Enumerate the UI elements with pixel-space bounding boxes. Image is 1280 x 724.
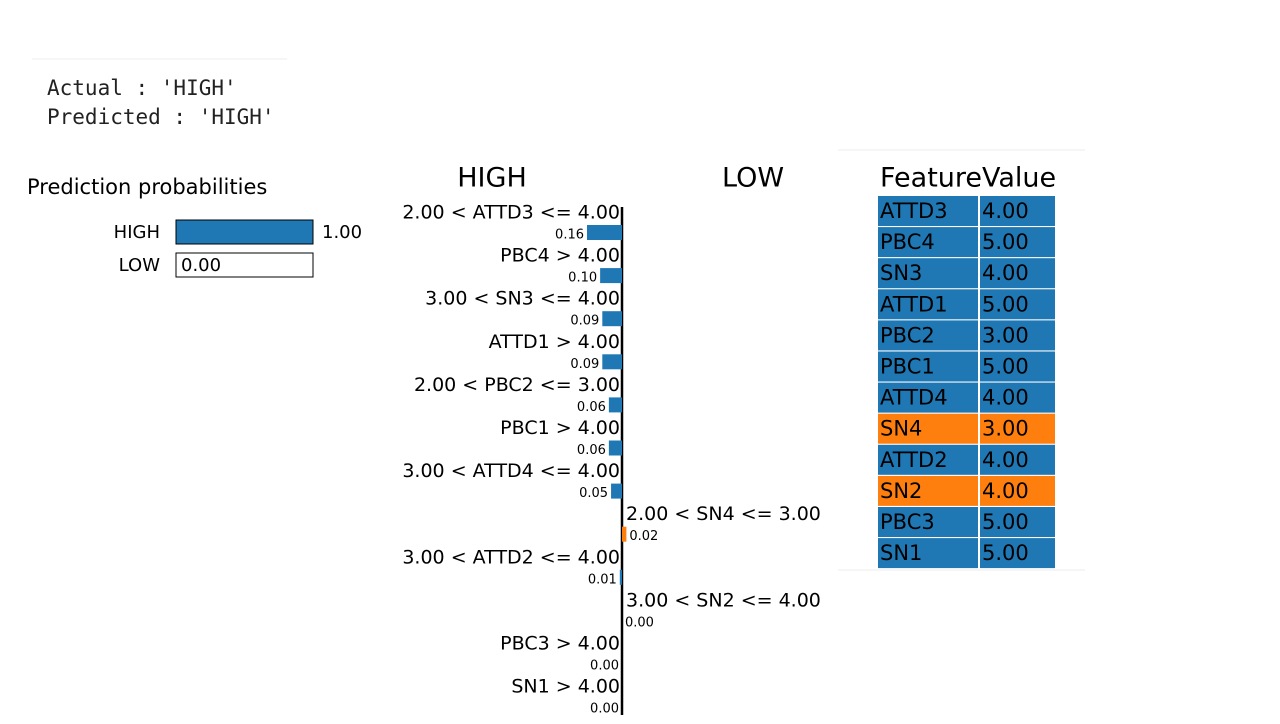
- table-cell: [980, 538, 1055, 569]
- table-header: Value: [982, 163, 1056, 194]
- table-cell: [980, 196, 1055, 226]
- weight-label: 0.10: [568, 271, 597, 286]
- feature-value: 5.00: [982, 541, 1029, 565]
- weight-label: 0.05: [579, 486, 608, 501]
- weight-bar: [602, 311, 622, 327]
- feature-value: 4.00: [982, 479, 1029, 503]
- feature-value: 5.00: [982, 355, 1029, 379]
- weight-bar: [611, 483, 622, 499]
- feature-condition: SN1 > 4.00: [511, 676, 620, 698]
- feature-condition: 3.00 < ATTD2 <= 4.00: [402, 546, 620, 568]
- table-cell: [878, 538, 978, 569]
- feature-name: SN2: [880, 479, 922, 503]
- feature-name: SN3: [880, 261, 922, 285]
- feature-value: 4.00: [982, 448, 1029, 472]
- prob-label: 1.00: [322, 222, 362, 243]
- table-cell: [878, 258, 978, 289]
- predicted: Predicted : 'HIGH': [47, 105, 275, 129]
- feature-condition: ATTD1 > 4.00: [489, 331, 620, 353]
- table-cell: [878, 227, 978, 258]
- class-header: HIGH: [457, 163, 527, 194]
- feature-value: 3.00: [982, 417, 1029, 441]
- prob-bar: [175, 219, 314, 245]
- feature-name: PBC4: [880, 230, 935, 254]
- feature-name: ATTD3: [880, 199, 948, 223]
- table-cell: [980, 413, 1055, 444]
- feature-condition: 2.00 < ATTD3 <= 4.00: [402, 202, 620, 224]
- weight-label: 0.06: [577, 400, 606, 415]
- feature-name: PBC2: [880, 323, 935, 347]
- prob-box: [175, 252, 314, 278]
- table-cell: [878, 196, 978, 226]
- weight-label: 0.09: [570, 314, 599, 329]
- feature-value: 3.00: [982, 323, 1029, 347]
- weight-bar: [587, 225, 622, 240]
- feature-value: 5.00: [982, 292, 1029, 316]
- feature-condition: 3.00 < SN2 <= 4.00: [626, 589, 821, 611]
- feature-condition: PBC3 > 4.00: [500, 633, 620, 655]
- feature-name: PBC3: [880, 510, 935, 534]
- weight-label: 0.02: [629, 529, 658, 544]
- table-cell: [980, 444, 1055, 475]
- table-cell: [878, 444, 978, 475]
- weight-bar: [600, 268, 622, 284]
- feature-condition: PBC4 > 4.00: [500, 245, 620, 267]
- feature-condition: 3.00 < SN3 <= 4.00: [425, 288, 620, 310]
- table-cell: [878, 289, 978, 320]
- prob-label: 0.00: [181, 255, 221, 276]
- table-cell: [980, 258, 1055, 289]
- weight-label: 0.06: [577, 443, 606, 458]
- weight-bar: [608, 397, 622, 413]
- table-cell: [980, 475, 1055, 506]
- weight-label: 0.09: [570, 357, 599, 372]
- weight-bar: [608, 440, 622, 456]
- feature-name: ATTD1: [880, 292, 948, 316]
- table-cell: [878, 475, 978, 506]
- feature-name: ATTD2: [880, 448, 948, 472]
- feature-condition: 2.00 < PBC2 <= 3.00: [414, 374, 620, 396]
- table-cell: [980, 289, 1055, 320]
- feature-name: SN4: [880, 417, 922, 441]
- feature-name: ATTD4: [880, 386, 948, 410]
- weight-bar: [619, 569, 622, 585]
- feature-condition: 3.00 < ATTD4 <= 4.00: [402, 460, 620, 482]
- table-cell: [980, 227, 1055, 258]
- weight-label: 0.16: [555, 228, 584, 243]
- feature-value: 5.00: [982, 510, 1029, 534]
- table-header: Feature: [880, 163, 982, 194]
- class-label: HIGH: [114, 222, 160, 243]
- table-cell: [980, 507, 1055, 537]
- weight-bar: [602, 354, 622, 370]
- weight-label: 0.01: [588, 572, 617, 587]
- class-label: LOW: [119, 255, 161, 276]
- chart-title: Prediction probabilities: [27, 175, 267, 199]
- table-cell: [878, 382, 978, 413]
- feature-name: SN1: [880, 541, 922, 565]
- table-cell: [878, 320, 978, 351]
- actual: Actual : 'HIGH': [47, 76, 237, 100]
- table-cell: [980, 320, 1055, 351]
- weight-label: 0.00: [590, 659, 619, 674]
- weight-label: 0.00: [625, 615, 654, 630]
- table-cell: [878, 413, 978, 444]
- weight-label: 0.00: [590, 702, 619, 717]
- table-cell: [878, 351, 978, 382]
- weight-bar: [622, 526, 627, 542]
- class-header: LOW: [722, 163, 784, 194]
- feature-value: 4.00: [982, 261, 1029, 285]
- table-cell: [878, 507, 978, 537]
- feature-value: 4.00: [982, 386, 1029, 410]
- feature-value: 4.00: [982, 199, 1029, 223]
- table-cell: [980, 382, 1055, 413]
- feature-name: PBC1: [880, 355, 935, 379]
- feature-condition: PBC1 > 4.00: [500, 417, 620, 439]
- table-cell: [980, 351, 1055, 382]
- feature-condition: 2.00 < SN4 <= 3.00: [626, 503, 821, 525]
- feature-value: 5.00: [982, 230, 1029, 254]
